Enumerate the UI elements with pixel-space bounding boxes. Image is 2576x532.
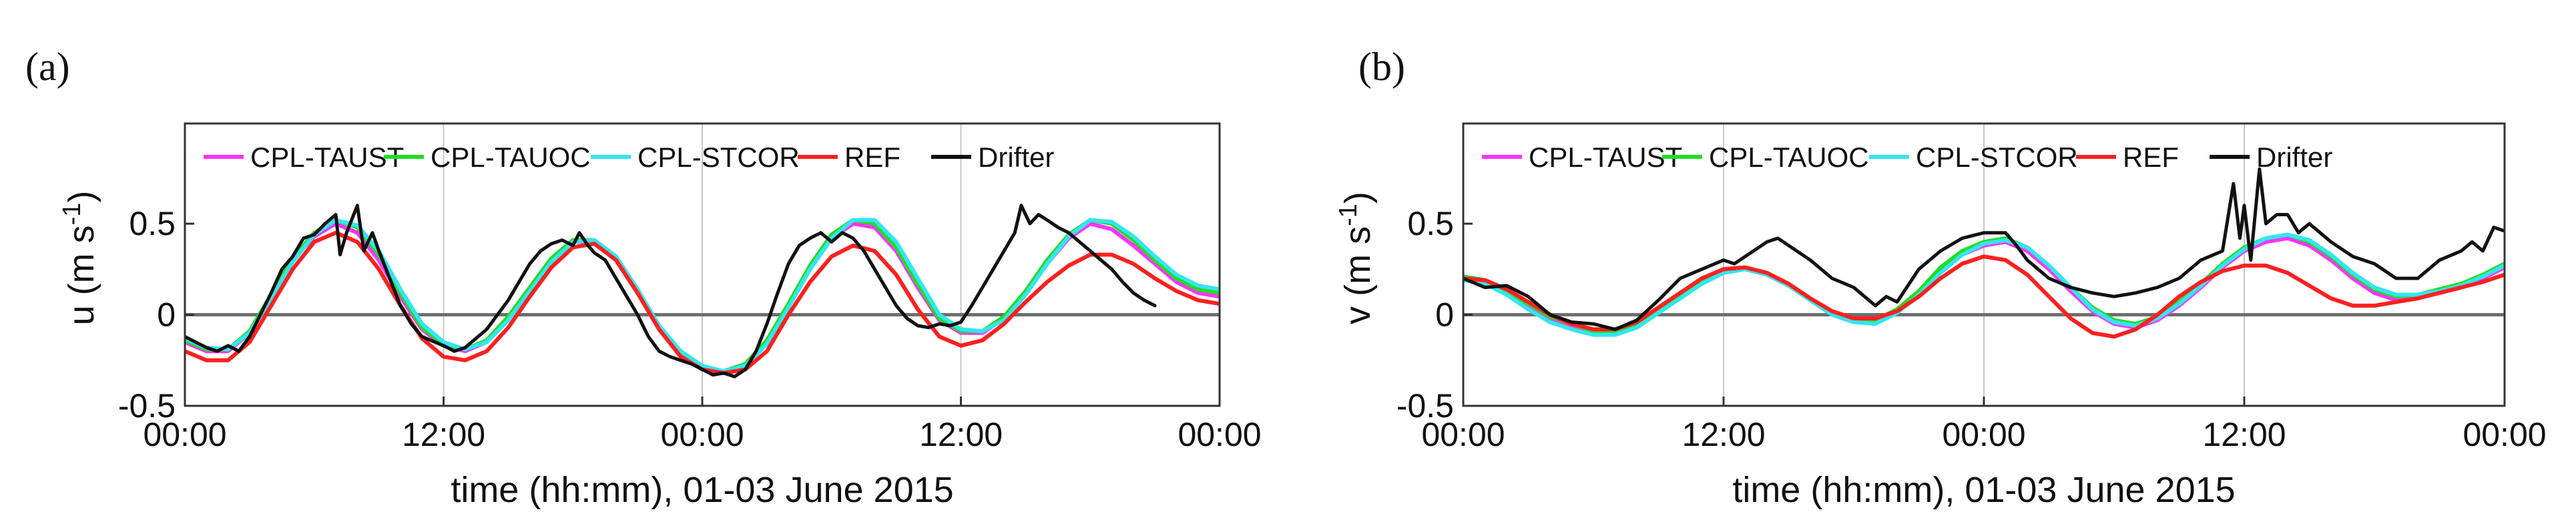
x-tick-label: 12:00 bbox=[919, 416, 1003, 453]
y-tick-label: 0.5 bbox=[129, 205, 176, 242]
y-tick-label: 0 bbox=[1435, 296, 1454, 334]
legend-label-cpl-stcor: CPL-STCOR bbox=[637, 142, 800, 173]
series-group bbox=[1463, 167, 2505, 339]
y-tick-label: 0 bbox=[157, 296, 176, 334]
series-line-cpl-stcor bbox=[185, 218, 1220, 374]
y-axis-title: v (m s-1) bbox=[1334, 192, 1378, 324]
legend-label-cpl-taust: CPL-TAUST bbox=[250, 142, 404, 173]
y-axis-title: u (m s-1) bbox=[58, 191, 101, 326]
legend-label-ref: REF bbox=[2123, 142, 2179, 173]
x-tick-label: 00:00 bbox=[143, 416, 226, 453]
series-group bbox=[185, 204, 1220, 378]
panel-letter: (a) bbox=[25, 45, 70, 89]
x-tick-label: 12:00 bbox=[402, 416, 485, 453]
legend-label-drifter: Drifter bbox=[2256, 142, 2332, 173]
panel-letter: (b) bbox=[1358, 45, 1405, 89]
series-line-drifter bbox=[185, 204, 1157, 378]
legend-label-drifter: Drifter bbox=[978, 142, 1054, 173]
legend-label-ref: REF bbox=[844, 142, 900, 173]
series-line-ref bbox=[1463, 254, 2505, 339]
legend: CPL-TAUST CPL-TAUOC CPL-STCOR REF Drifter bbox=[1482, 142, 2332, 173]
x-tick-label: 12:00 bbox=[1682, 416, 1765, 453]
x-tick-label: 12:00 bbox=[2202, 416, 2286, 453]
x-tick-label: 00:00 bbox=[660, 416, 744, 453]
x-tick-label: 00:00 bbox=[1421, 416, 1505, 453]
series-line-cpl-stcor bbox=[1463, 232, 2505, 337]
y-tick-label: -0.5 bbox=[1396, 387, 1454, 425]
legend-label-cpl-tauoc: CPL-TAUOC bbox=[431, 142, 591, 173]
legend-label-cpl-tauoc: CPL-TAUOC bbox=[1709, 142, 1869, 173]
x-axis-title: time (hh:mm), 01-03 June 2015 bbox=[451, 470, 953, 510]
x-tick-label: 00:00 bbox=[1942, 416, 2025, 453]
y-tick-label: 0.5 bbox=[1407, 205, 1454, 242]
legend: CPL-TAUST CPL-TAUOC CPL-STCOR REF Drifter bbox=[204, 142, 1054, 173]
x-tick-label: 00:00 bbox=[1178, 416, 1261, 453]
legend-label-cpl-taust: CPL-TAUST bbox=[1529, 142, 1682, 173]
series-line-drifter bbox=[1463, 167, 2505, 331]
x-axis-title: time (hh:mm), 01-03 June 2015 bbox=[1732, 470, 2235, 510]
y-tick-label: -0.5 bbox=[118, 387, 176, 425]
chart-panel-a: (a) -0.5 0 0.5 00:00 12:00 00:00 12:00 00:00 time… bbox=[25, 45, 1262, 510]
chart-panel-b: (b) -0.5 0 0.5 00:00 12:00 00:00 12:00 00:00 time… bbox=[1334, 45, 2547, 510]
legend-label-cpl-stcor: CPL-STCOR bbox=[1916, 142, 2078, 173]
x-tick-label: 00:00 bbox=[2463, 416, 2546, 453]
